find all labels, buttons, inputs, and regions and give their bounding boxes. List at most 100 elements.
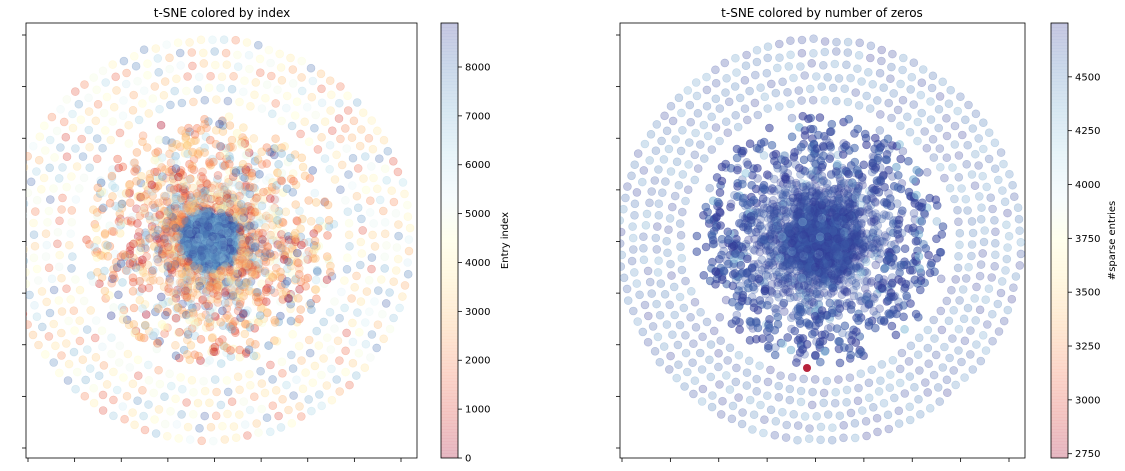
scatter-point: [267, 252, 276, 262]
scatter-point: [239, 233, 249, 243]
scatter-point: [235, 209, 245, 218]
scatter-point: [270, 315, 279, 325]
scatter-point: [868, 80, 878, 89]
scatter-point: [210, 240, 219, 249]
scatter-point: [163, 210, 172, 219]
scatter-point: [207, 245, 217, 254]
scatter-point: [202, 235, 211, 244]
scatter-point: [183, 275, 192, 285]
scatter-point: [173, 302, 183, 312]
scatter-point: [988, 204, 997, 214]
scatter-point: [211, 221, 221, 230]
scatter-point: [246, 241, 255, 250]
scatter-point: [205, 233, 215, 242]
scatter-point: [385, 324, 395, 334]
scatter-point: [947, 285, 956, 295]
scatter-point: [942, 114, 951, 123]
scatter-point: [344, 230, 354, 240]
scatter-point: [212, 244, 222, 253]
scatter-point: [183, 218, 193, 228]
scatter-point: [163, 239, 172, 248]
scatter-point: [257, 318, 267, 328]
scatter-point: [184, 260, 194, 269]
scatter-point: [215, 229, 224, 238]
scatter-point: [217, 228, 226, 237]
scatter-point: [194, 191, 203, 201]
scatter-point: [711, 78, 721, 88]
scatter-point: [195, 248, 205, 258]
scatter-point: [172, 420, 182, 429]
scatter-point: [360, 152, 370, 161]
scatter-point: [213, 237, 223, 246]
colorbar-tick-label: 4000: [465, 258, 490, 269]
scatter-point: [241, 245, 251, 255]
scatter-point: [189, 387, 198, 397]
scatter-point: [278, 394, 287, 404]
scatter-point: [206, 238, 216, 248]
scatter-point: [745, 395, 755, 405]
scatter-point: [212, 246, 222, 256]
scatter-point: [639, 166, 649, 175]
scatter-point: [251, 339, 260, 349]
scatter-point: [310, 361, 320, 371]
scatter-point: [202, 207, 211, 216]
scatter-point: [205, 188, 215, 197]
scatter-point: [218, 237, 227, 246]
scatter-point: [208, 234, 217, 244]
scatter-point: [999, 316, 1009, 326]
scatter-point: [111, 72, 120, 82]
scatter-point: [197, 266, 207, 276]
scatter-point: [667, 271, 676, 280]
scatter-point: [205, 398, 214, 408]
scatter-point: [937, 325, 947, 335]
scatter-point: [971, 316, 981, 325]
scatter-point: [200, 222, 209, 231]
scatter-point: [211, 234, 220, 243]
scatter-point: [224, 235, 233, 245]
scatter-point: [232, 239, 242, 248]
scatter-point: [235, 352, 245, 362]
scatter-point: [65, 240, 74, 250]
scatter-point: [153, 225, 163, 235]
scatter-point: [865, 53, 875, 63]
scatter-point: [183, 283, 192, 293]
scatter-point: [392, 243, 402, 252]
scatter-point: [953, 263, 963, 273]
scatter-point: [47, 112, 57, 122]
scatter-point: [270, 203, 280, 213]
scatter-point: [810, 375, 820, 384]
scatter-point: [133, 355, 143, 365]
scatter-point: [62, 339, 71, 348]
scatter-point: [297, 356, 306, 365]
scatter-point: [89, 383, 98, 393]
scatter-point: [130, 158, 139, 167]
scatter-point: [210, 247, 219, 257]
scatter-point: [205, 236, 215, 245]
scatter-point: [189, 243, 199, 252]
scatter-point: [620, 262, 626, 271]
scatter-point: [327, 271, 337, 281]
scatter-point: [195, 247, 205, 256]
scatter-point: [205, 356, 214, 365]
scatter-point: [205, 231, 214, 241]
scatter-point: [337, 160, 347, 170]
scatter-point: [153, 339, 162, 348]
scatter-point: [686, 312, 695, 322]
scatter-point: [752, 386, 762, 396]
scatter-point: [181, 274, 191, 283]
scatter-point: [690, 297, 700, 307]
scatter-point: [282, 91, 292, 101]
scatter-point: [812, 411, 822, 421]
scatter-point: [181, 215, 190, 224]
scatter-point: [935, 92, 945, 101]
scatter-point: [212, 234, 222, 244]
scatter-point: [684, 160, 693, 169]
scatter-point: [129, 239, 138, 249]
scatter-point: [201, 261, 211, 271]
scatter-point: [207, 235, 216, 244]
scatter-point: [212, 253, 221, 262]
scatter-point: [241, 251, 250, 261]
scatter-point: [319, 317, 329, 327]
scatter-point: [220, 205, 230, 214]
scatter-point: [846, 73, 855, 83]
